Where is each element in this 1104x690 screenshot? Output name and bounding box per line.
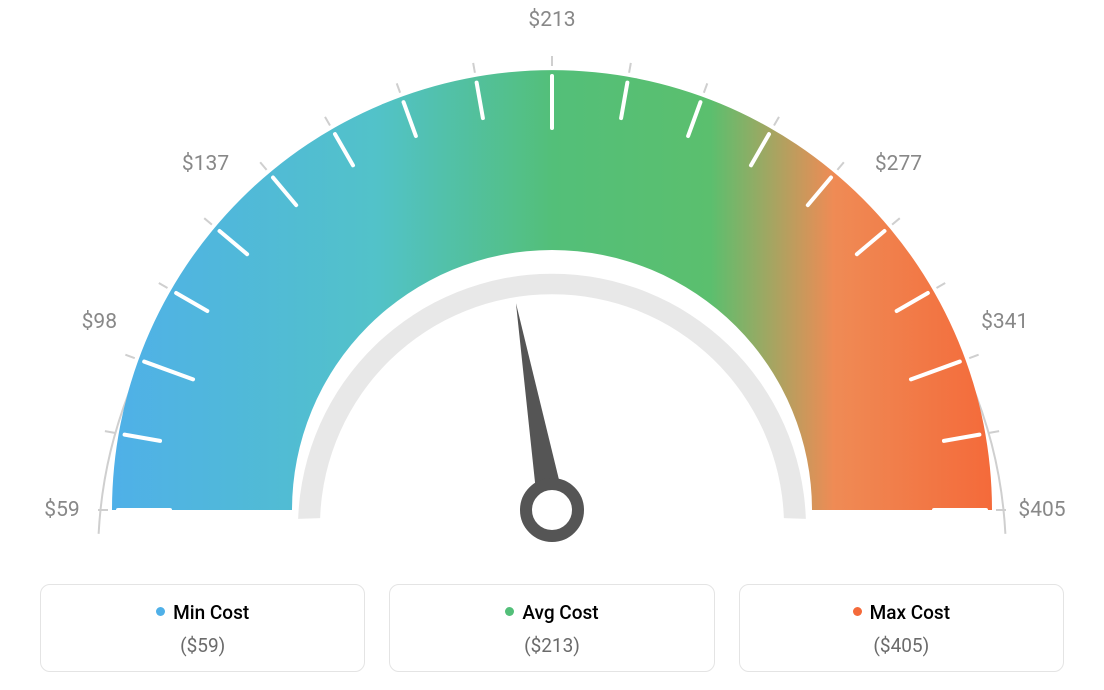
legend-card-avg: Avg Cost ($213) [389, 584, 714, 672]
legend-label-avg: Avg Cost [390, 601, 713, 624]
legend-text-min: Min Cost [173, 601, 249, 624]
legend-value-avg: ($213) [390, 634, 713, 657]
tick-label: $277 [875, 152, 922, 176]
legend-card-min: Min Cost ($59) [40, 584, 365, 672]
tick-label: $137 [182, 152, 229, 176]
legend-label-min: Min Cost [41, 601, 364, 624]
legend-value-max: ($405) [740, 634, 1063, 657]
legend-value-min: ($59) [41, 634, 364, 657]
legend-dot-min [156, 607, 165, 616]
legend-dot-avg [505, 607, 514, 616]
legend-dot-max [853, 607, 862, 616]
legend-text-max: Max Cost [870, 601, 950, 624]
legend-text-avg: Avg Cost [522, 601, 598, 624]
tick-label: $341 [981, 310, 1028, 334]
tick-label: $59 [44, 498, 79, 522]
tick-label: $98 [82, 310, 117, 334]
legend-card-max: Max Cost ($405) [739, 584, 1064, 672]
gauge-chart: $59$98$137$213$277$341$405 [52, 10, 1052, 570]
tick-label: $213 [528, 8, 575, 32]
tick-label: $405 [1018, 498, 1065, 522]
legend-row: Min Cost ($59) Avg Cost ($213) Max Cost … [40, 584, 1064, 672]
gauge-svg [52, 10, 1052, 570]
legend-label-max: Max Cost [740, 601, 1063, 624]
